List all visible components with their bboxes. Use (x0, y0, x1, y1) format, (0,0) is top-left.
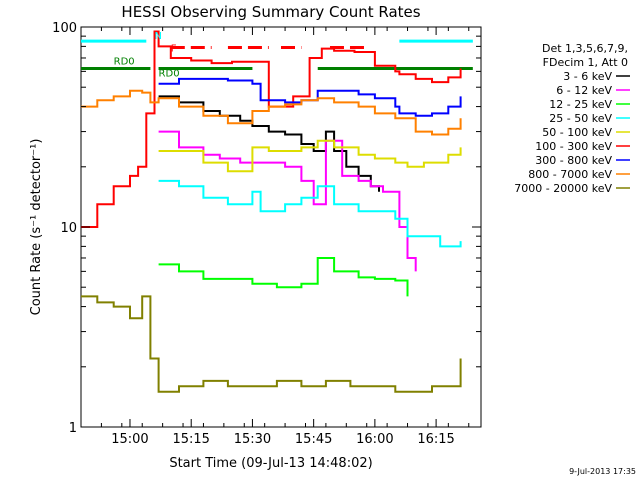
series-line-6 (81, 30, 462, 228)
legend-entry-label: 50 - 100 keV (542, 126, 612, 139)
legend-entry-label: 12 - 25 keV (549, 98, 612, 111)
series-line-9 (81, 295, 462, 393)
legend-entry-label: 3 - 6 keV (563, 70, 612, 83)
x-tick-label: 15:45 (295, 432, 332, 447)
x-tick-label: 15:00 (111, 432, 148, 447)
y-tick-label: 10 (60, 221, 77, 236)
legend-header: FDecim 1, Att 0 (543, 56, 628, 69)
x-tick-label: 15:15 (172, 432, 209, 447)
series-line-5 (158, 139, 462, 173)
flag-lines (81, 39, 473, 71)
series-line-8 (81, 89, 462, 136)
legend-entry-label: 300 - 800 keV (535, 154, 612, 167)
legend-entry-label: 100 - 300 keV (535, 140, 612, 153)
timestamp: 9-Jul-2013 17:35 (569, 467, 636, 476)
plot-frame (80, 26, 482, 428)
x-axis-label: Start Time (09-Jul-13 14:48:02) (169, 456, 372, 471)
annotation-label: RD0 (159, 69, 180, 80)
series-line-2 (158, 130, 417, 272)
legend: Det 1,3,5,6,7,9,FDecim 1, Att 03 - 6 keV… (514, 42, 630, 195)
chart-title: HESSI Observing Summary Count Rates (121, 3, 420, 21)
axes: 15:00 15:15 15:30 15:45 16:00 16:15 1 10 100 (52, 21, 481, 447)
annotation-label: RD0 (114, 57, 135, 68)
x-tick-label: 15:30 (234, 432, 271, 447)
x-tick-label: 16:15 (417, 432, 454, 447)
series-group (81, 30, 462, 393)
legend-header: Det 1,3,5,6,7,9, (542, 42, 628, 55)
series-line-3 (158, 257, 409, 297)
annotations: RD0 RD0 FN (114, 31, 180, 79)
legend-entry-label: 6 - 12 keV (556, 84, 612, 97)
series-line-4 (158, 179, 462, 248)
y-tick-label: 100 (52, 21, 77, 36)
x-tick-label: 16:00 (356, 432, 393, 447)
annotation-label: F (171, 43, 177, 54)
annotation-label: N (154, 31, 161, 42)
series-line-7 (158, 77, 462, 117)
series-line-1 (158, 95, 380, 192)
y-axis-label: Count Rate (s⁻¹ detector⁻¹) (29, 139, 44, 316)
legend-entry-label: 25 - 50 keV (549, 112, 612, 125)
y-tick-label: 1 (69, 421, 77, 436)
legend-entry-label: 7000 - 20000 keV (514, 182, 612, 195)
legend-entry-label: 800 - 7000 keV (528, 168, 612, 181)
